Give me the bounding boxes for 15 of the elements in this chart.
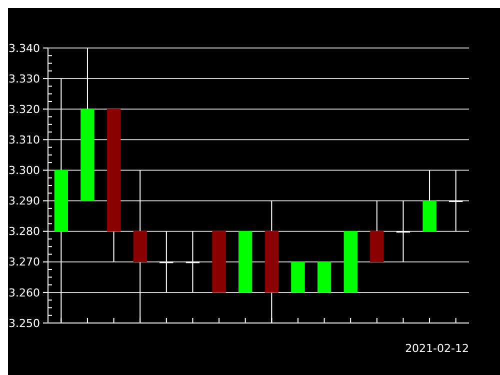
y-tick-label: 3.320 (8, 102, 40, 116)
candlestick (160, 230, 174, 293)
y-tick-label: 3.340 (8, 42, 40, 55)
candlestick (186, 230, 200, 293)
candlestick (449, 170, 463, 232)
y-tick-label: 3.250 (8, 316, 40, 330)
x-axis-title: 2021-02-12 (405, 342, 469, 355)
y-tick-label: 3.270 (8, 256, 40, 269)
y-tick-label: 3.300 (8, 164, 40, 178)
y-tick-label: 3.330 (8, 72, 40, 86)
y-tick-label: 3.290 (8, 194, 40, 208)
y-tick-label: 3.310 (8, 134, 40, 147)
y-tick-label: 3.280 (8, 225, 40, 238)
candlestick (396, 200, 410, 262)
y-tick-label: 3.260 (8, 286, 40, 300)
